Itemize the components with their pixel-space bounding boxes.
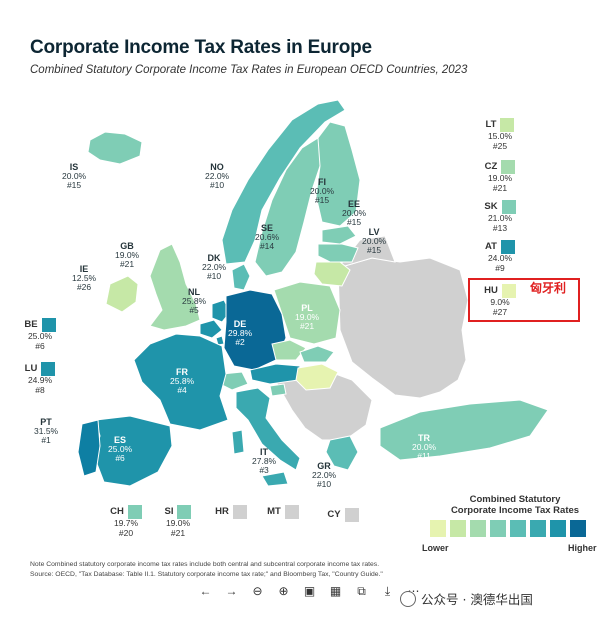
country-shape-gb[interactable] <box>149 243 201 331</box>
open-icon[interactable]: ⧉ <box>357 584 366 598</box>
country-shape-no[interactable] <box>221 99 346 265</box>
country-shape-dk[interactable] <box>231 263 251 291</box>
swatch-cz <box>501 160 516 174</box>
country-shape-hu[interactable] <box>295 363 339 391</box>
legend-low: Lower <box>422 543 449 553</box>
region-non-oecd-east <box>337 257 469 399</box>
legend-high: Higher <box>568 543 597 553</box>
legend-title: Combined Statutory Corporate Income Tax … <box>450 494 580 516</box>
label-it: IT 27.8% #3 <box>252 447 277 475</box>
watermark: 公众号 · 澳德华出国 <box>400 589 533 608</box>
bottom-item-si: SI 19.0% #21 <box>164 505 192 538</box>
swatch-at <box>500 240 515 254</box>
label-se: SE 20.6% #14 <box>255 223 280 251</box>
side-item-at: AT 24.0% #9 <box>460 240 540 273</box>
country-shape-pl[interactable] <box>273 281 341 345</box>
legend-step <box>470 520 486 537</box>
legend-step <box>530 520 546 537</box>
label-nl: NL 25.8% #5 <box>182 287 207 315</box>
label-ie: IE 12.5% #26 <box>72 264 97 292</box>
side-item-hu: HU 9.0% #27 <box>460 284 540 317</box>
bottom-item-cy: CY <box>318 508 368 522</box>
hu-annotation: 匈牙利 <box>530 281 567 295</box>
side-item-cz: CZ 19.0% #21 <box>460 160 540 193</box>
country-shape-lt[interactable] <box>313 261 351 287</box>
country-shape-is[interactable] <box>87 131 143 165</box>
bottom-item-ch: CH 19.7% #20 <box>100 505 152 538</box>
label-lv: LV 20.0% #15 <box>362 227 387 255</box>
country-shape-fr[interactable] <box>133 333 229 431</box>
label-ee: EE 20.0% #15 <box>342 199 367 227</box>
swatch-hr <box>232 505 247 519</box>
country-shape-be[interactable] <box>199 319 223 339</box>
label-gr: GR 22.0% #10 <box>312 461 337 489</box>
country-shape-it-sicily[interactable] <box>261 471 289 487</box>
swatch-lt <box>500 118 515 132</box>
country-shape-cz[interactable] <box>271 339 307 361</box>
side-item-lt: LT 15.0% #25 <box>460 118 540 151</box>
country-shape-ie[interactable] <box>105 275 139 313</box>
country-shape-pt[interactable] <box>77 419 101 477</box>
side-item-be: BE 25.0% #6 <box>10 318 70 351</box>
page-title: Corporate Income Tax Rates in Europe <box>30 37 372 58</box>
label-de: DE 29.8% #2 <box>228 319 253 347</box>
label-fr: FR 25.8% #4 <box>170 367 195 395</box>
label-is: IS 20.0% #15 <box>62 162 87 190</box>
swatch-be <box>41 318 56 332</box>
legend-step <box>450 520 466 537</box>
legend-step <box>570 520 586 537</box>
legend-step <box>430 520 446 537</box>
country-shape-sk[interactable] <box>299 345 335 363</box>
label-pl: PL 19.0% #21 <box>295 303 320 331</box>
label-dk: DK 22.0% #10 <box>202 253 227 281</box>
hu-highlight-box <box>468 278 580 322</box>
country-shape-fi[interactable] <box>315 121 361 227</box>
source-note: Note Combined statutory corporate income… <box>30 561 383 578</box>
country-shape-it[interactable] <box>235 387 301 471</box>
label-gb: GB 19.0% #21 <box>115 241 140 269</box>
label-tr: TR 20.0% #11 <box>412 433 437 461</box>
grid-icon[interactable]: ▦ <box>329 584 342 598</box>
side-item-sk: SK 21.0% #13 <box>460 200 540 233</box>
swatch-sk <box>501 200 516 214</box>
country-shape-es[interactable] <box>93 415 173 487</box>
wechat-logo-icon <box>400 590 416 607</box>
zoom-in-icon[interactable]: ⊕ <box>278 584 289 598</box>
back-arrow-icon[interactable]: ← <box>199 584 212 598</box>
country-shape-lv[interactable] <box>317 243 359 263</box>
country-shape-ee[interactable] <box>321 225 357 245</box>
bottom-item-mt: MT <box>258 505 308 519</box>
forward-arrow-icon[interactable]: → <box>225 584 238 598</box>
label-fi: FI 20.0% #15 <box>310 177 335 205</box>
download-icon[interactable]: ⤓ <box>384 584 391 598</box>
label-es: ES 25.0% #6 <box>108 435 133 463</box>
swatch-lu <box>41 362 56 376</box>
legend-step <box>510 520 526 537</box>
swatch-mt <box>284 505 299 519</box>
country-shape-gr[interactable] <box>325 435 359 471</box>
fit-icon[interactable]: ▣ <box>303 584 316 598</box>
legend-step <box>490 520 506 537</box>
country-shape-it-sardinia[interactable] <box>231 429 245 455</box>
side-item-lu: LU 24.9% #8 <box>10 362 70 395</box>
image-viewer-toolbar: ← → ⊖ ⊕ ▣ ▦ ⧉ ⤓ ⋯ <box>198 584 421 599</box>
legend-scale <box>430 520 586 537</box>
country-shape-tr[interactable] <box>379 399 549 461</box>
page-subtitle: Combined Statutory Corporate Income Tax … <box>30 64 468 76</box>
legend-step <box>550 520 566 537</box>
zoom-out-icon[interactable]: ⊖ <box>252 584 263 598</box>
swatch-ch <box>127 505 142 519</box>
swatch-si <box>177 505 192 519</box>
swatch-hu <box>501 284 516 298</box>
bottom-item-hr: HR <box>206 505 256 519</box>
label-no: NO 22.0% #10 <box>205 162 230 190</box>
swatch-cy <box>344 508 359 522</box>
watermark-text: 公众号 · 澳德华出国 <box>421 592 533 607</box>
country-shape-si[interactable] <box>269 383 287 397</box>
label-pt: PT 31.5% #1 <box>34 417 59 445</box>
